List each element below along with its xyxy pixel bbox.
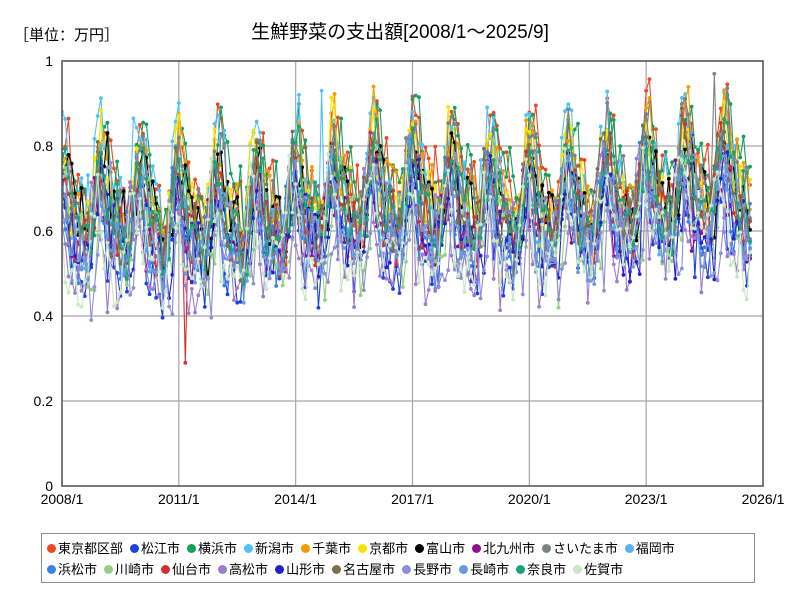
legend-label: 新潟市 xyxy=(255,541,295,556)
y-tick-label: 0.4 xyxy=(34,308,54,324)
legend-label: 浜松市 xyxy=(58,562,98,577)
legend-marker-icon xyxy=(516,565,526,574)
legend-label: 福岡市 xyxy=(635,541,675,556)
legend-marker-icon xyxy=(415,544,425,553)
series-19 xyxy=(62,146,752,310)
legend-marker-icon xyxy=(573,565,583,574)
legend-label: 富山市 xyxy=(426,541,466,556)
legend-marker-icon xyxy=(47,565,56,574)
x-tick-label: 2008/1 xyxy=(41,491,84,507)
x-tick-label: 2026/1 xyxy=(742,491,785,507)
legend-marker-icon xyxy=(244,544,254,553)
x-tick-label: 2014/1 xyxy=(274,491,317,507)
legend-label: 京都市 xyxy=(369,541,409,556)
plot-area: 0 0.2 0.4 0.6 0.8 1 2008/1 2011/1 2014/1 2017/1 20… xyxy=(34,53,785,507)
y-tick-label: 0.6 xyxy=(34,223,54,239)
legend-label: 川崎市 xyxy=(115,562,155,577)
legend-item[interactable]: 山形市 xyxy=(275,563,325,576)
series-group xyxy=(62,71,752,365)
legend-label: 北九州市 xyxy=(483,541,536,556)
legend-marker-icon xyxy=(301,544,311,553)
legend-item[interactable]: 新潟市 xyxy=(244,542,294,555)
legend-item[interactable]: 名古屋市 xyxy=(332,563,395,576)
legend-item[interactable]: 北九州市 xyxy=(472,542,535,555)
x-tick-label: 2020/1 xyxy=(508,491,551,507)
legend-label: 奈良市 xyxy=(527,562,567,577)
legend-marker-icon xyxy=(275,565,285,574)
legend-label: 長崎市 xyxy=(470,562,510,577)
y-tick-label: 0.8 xyxy=(34,138,54,154)
legend-item[interactable]: さいたま市 xyxy=(542,542,618,555)
legend-label: さいたま市 xyxy=(553,541,618,556)
legend-marker-icon xyxy=(542,544,552,553)
y-tick-label: 0 xyxy=(45,478,53,494)
legend-label: 仙台市 xyxy=(172,562,212,577)
legend-item[interactable]: 佐賀市 xyxy=(573,563,623,576)
legend-marker-icon xyxy=(459,565,469,574)
unit-label: ［単位：万円］ xyxy=(14,27,120,44)
legend-marker-icon xyxy=(402,565,412,574)
legend-marker-icon xyxy=(624,544,634,553)
legend-item[interactable]: 長崎市 xyxy=(459,563,509,576)
legend-item[interactable]: 奈良市 xyxy=(516,563,566,576)
legend-marker-icon xyxy=(218,565,228,574)
legend-item[interactable]: 京都市 xyxy=(358,542,408,555)
legend-item[interactable]: 東京都区部 xyxy=(47,542,123,555)
legend-item[interactable]: 長野市 xyxy=(402,563,452,576)
legend-marker-icon xyxy=(161,565,171,574)
legend-label: 横浜市 xyxy=(198,541,238,556)
legend-label: 東京都区部 xyxy=(58,541,124,556)
legend-item[interactable]: 松江市 xyxy=(130,542,180,555)
legend-marker-icon xyxy=(104,565,114,574)
x-tick-label: 2023/1 xyxy=(625,491,668,507)
legend-row-1: 東京都区部 松江市 横浜市 新潟市 千葉市 京都市 富山市 北九州市 さいたま市 福岡市 xyxy=(47,538,749,559)
legend-label: 松江市 xyxy=(141,541,181,556)
legend-item[interactable]: 富山市 xyxy=(415,542,465,555)
legend-label: 山形市 xyxy=(286,562,326,577)
legend-item[interactable]: 福岡市 xyxy=(624,541,675,556)
legend-label: 高松市 xyxy=(229,562,269,577)
legend-item[interactable]: 横浜市 xyxy=(187,542,237,555)
legend-marker-icon xyxy=(358,544,368,553)
y-tick-label: 0.2 xyxy=(34,393,54,409)
y-axis-labels: 0 0.2 0.4 0.6 0.8 1 xyxy=(34,53,54,494)
legend-marker-icon xyxy=(472,544,482,553)
legend-item[interactable]: 仙台市 xyxy=(161,563,211,576)
legend-marker-icon xyxy=(130,544,140,553)
x-tick-label: 2017/1 xyxy=(391,491,434,507)
legend-label: 千葉市 xyxy=(312,541,352,556)
legend-marker-icon xyxy=(187,544,197,553)
x-tick-label: 2011/1 xyxy=(158,491,200,507)
legend-item[interactable]: 浜松市 xyxy=(47,563,97,576)
legend-item[interactable]: 川崎市 xyxy=(104,563,154,576)
legend-marker-icon xyxy=(332,565,342,574)
legend-label: 長野市 xyxy=(413,562,453,577)
legend-row-2: 浜松市 川崎市 仙台市 高松市 山形市 名古屋市 長野市 長崎市 奈良市 佐賀市 xyxy=(47,559,749,580)
legend-marker-icon xyxy=(47,544,56,553)
x-axis-labels: 2008/1 2011/1 2014/1 2017/1 2020/1 2023/1 2026… xyxy=(41,491,785,507)
y-tick-label: 1 xyxy=(45,53,53,69)
legend-item[interactable]: 千葉市 xyxy=(301,542,351,555)
legend-label: 佐賀市 xyxy=(584,562,624,577)
plot-frame xyxy=(61,60,764,487)
legend-item[interactable]: 高松市 xyxy=(218,563,268,576)
legend: 東京都区部 松江市 横浜市 新潟市 千葉市 京都市 富山市 北九州市 さいたま市 福岡市 浜松市 川… xyxy=(41,533,755,583)
legend-label: 名古屋市 xyxy=(343,562,396,577)
chart-title: 生鮮野菜の支出額[2008/1～2025/9] xyxy=(251,22,549,43)
